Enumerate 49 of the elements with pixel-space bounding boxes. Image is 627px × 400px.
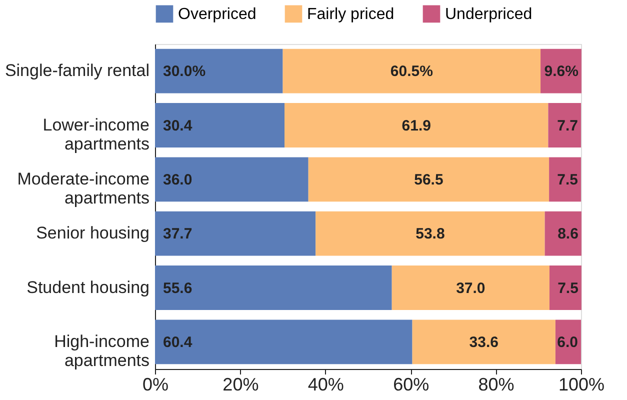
bar — [392, 266, 550, 310]
data-label: 9.6% — [544, 63, 578, 80]
bar — [155, 320, 412, 364]
data-label: 30.0% — [163, 63, 206, 80]
data-label: 61.9 — [402, 117, 431, 134]
data-label: 53.8 — [416, 226, 445, 243]
x-tick-label: 0% — [142, 374, 169, 394]
data-label: 30.4 — [163, 117, 193, 134]
legend-label: Fairly priced — [307, 6, 394, 23]
data-label: 7.5 — [557, 171, 578, 188]
data-label: 55.6 — [163, 280, 192, 297]
bar — [544, 211, 582, 256]
bar — [412, 320, 556, 364]
bar — [155, 266, 392, 310]
data-label: 60.4 — [163, 334, 193, 351]
data-label: 6.0 — [557, 334, 578, 351]
bar — [549, 157, 581, 202]
x-tick-label: 40% — [308, 374, 344, 394]
legend-label: Underpriced — [445, 6, 532, 23]
y-tick-label: Single-family rental — [4, 61, 150, 80]
y-tick-label: High-income apartments — [54, 332, 150, 370]
bar — [308, 157, 550, 202]
bar — [155, 157, 308, 202]
x-tick-label: 20% — [222, 374, 259, 394]
bar — [549, 266, 582, 310]
x-tick-label: 80% — [478, 374, 514, 394]
data-label: 37.7 — [163, 226, 192, 243]
bar — [548, 103, 581, 148]
bar — [155, 48, 283, 94]
x-tick-label: 60% — [393, 374, 430, 394]
x-tick-label: 100% — [558, 374, 605, 394]
bar — [316, 211, 545, 256]
data-label: 36.0 — [163, 171, 192, 188]
data-label: 60.5% — [390, 63, 433, 80]
data-label: 37.0 — [456, 280, 486, 297]
bar — [284, 103, 548, 148]
data-label: 8.6 — [558, 226, 578, 243]
data-label: 33.6 — [469, 334, 498, 351]
data-label: 7.7 — [557, 117, 578, 134]
data-label: 7.5 — [558, 280, 578, 297]
y-tick-label: Student housing — [26, 278, 150, 297]
legend-label: Overpriced — [178, 6, 256, 23]
data-label: 56.5 — [414, 171, 444, 188]
bar — [155, 211, 316, 256]
y-tick-label: Lower-income apartments — [42, 115, 150, 154]
bar — [282, 48, 541, 94]
y-tick-label: Moderate-income apartments — [17, 169, 150, 208]
y-tick-label: Senior housing — [36, 224, 150, 243]
bar — [155, 103, 285, 148]
